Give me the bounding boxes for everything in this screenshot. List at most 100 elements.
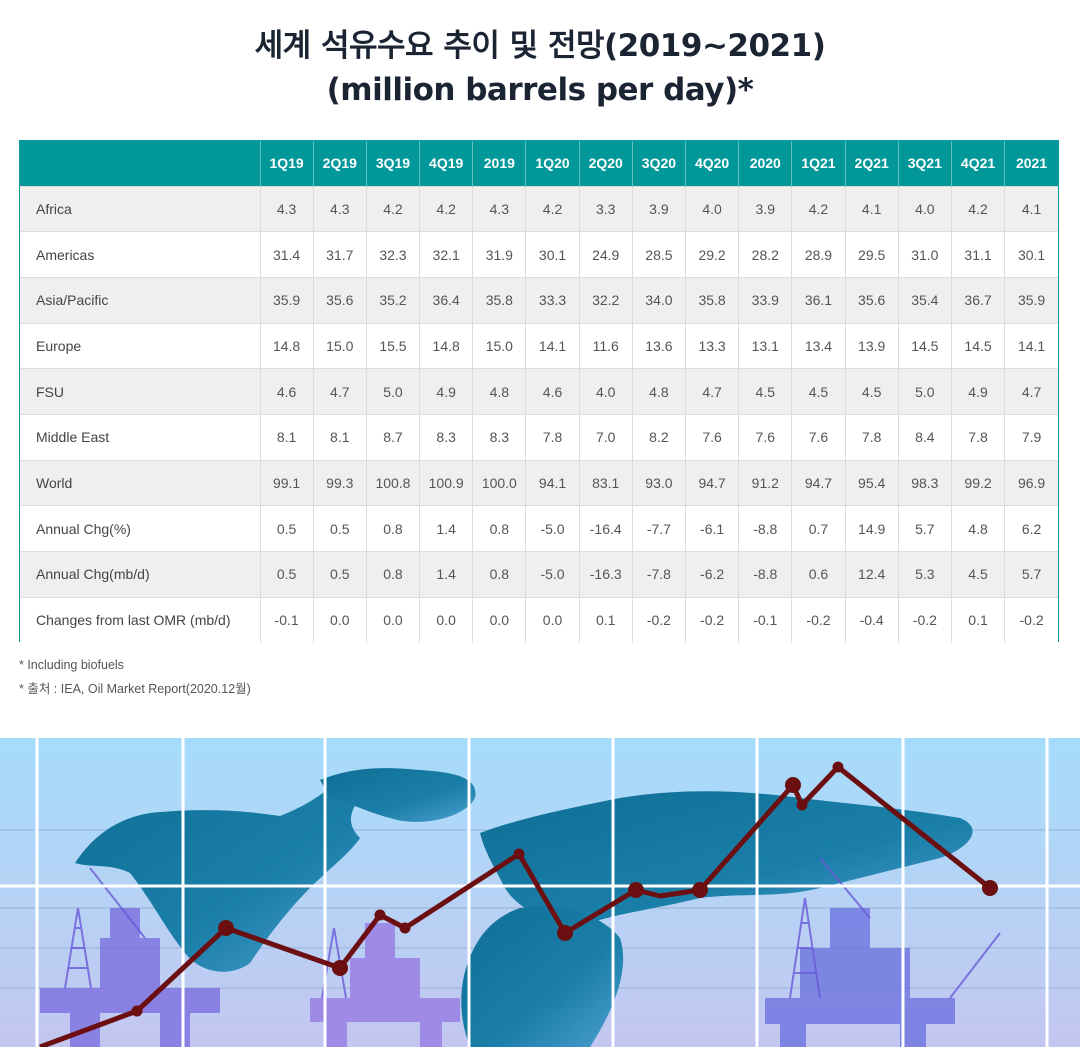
table-cell: 6.2 [1004, 505, 1058, 552]
table-cell: 13.6 [631, 322, 686, 369]
table-cell: -6.2 [684, 551, 739, 598]
table-cell: 93.0 [631, 459, 686, 506]
table-row: Europe 14.8 15.0 15.5 14.8 15.0 14.1 11.6 13.6 13… [20, 322, 1058, 369]
footnote-source: * 출처 : IEA, Oil Market Report(2020.12월) [19, 682, 251, 696]
table-cell: 33.9 [738, 276, 792, 324]
table-cell: 31.7 [312, 231, 367, 278]
column-header-3q19: 3Q19 [365, 141, 420, 186]
table-cell: 14.5 [897, 322, 952, 369]
table-cell: 1.4 [419, 505, 473, 552]
table-cell: 4.2 [950, 185, 1005, 232]
table-cell: -16.3 [578, 551, 633, 598]
table-row: Asia/Pacific 35.9 35.6 35.2 36.4 35.8 33.3 32.2… [20, 276, 1058, 324]
table-cell: 4.9 [950, 368, 1005, 415]
oil-demand-table: 1Q19 2Q19 3Q19 4Q19 2019 1Q20 2Q20 3Q20 4Q20 2020… [19, 140, 1059, 643]
table-cell: 30.1 [525, 231, 580, 278]
table-cell: 99.2 [950, 459, 1005, 506]
column-header-2q20: 2Q20 [578, 141, 633, 186]
row-label: Africa [20, 185, 260, 232]
table-cell: 30.1 [1004, 231, 1058, 278]
table-cell: 0.5 [312, 551, 367, 598]
table-cell: 14.9 [844, 505, 899, 552]
table-cell: 4.6 [525, 368, 580, 415]
table-cell: -0.2 [631, 596, 686, 643]
table-cell: 15.0 [312, 322, 367, 369]
table-cell: 96.9 [1004, 459, 1058, 506]
trend-marker [218, 920, 234, 936]
column-header-2019: 2019 [472, 141, 526, 186]
table-cell: 4.1 [844, 185, 899, 232]
trend-marker [628, 882, 644, 898]
trend-marker [832, 761, 844, 773]
row-label: World [20, 459, 260, 506]
trend-marker [982, 880, 998, 896]
table-cell: 31.0 [897, 231, 952, 278]
table-cell: 100.9 [419, 459, 473, 506]
row-label: Annual Chg(mb/d) [20, 551, 260, 598]
table-cell: 8.4 [897, 413, 952, 461]
table-cell: 4.8 [950, 505, 1005, 552]
trend-marker [513, 848, 525, 860]
trend-marker [399, 922, 411, 934]
table-cell: -5.0 [525, 505, 580, 552]
trend-marker [785, 777, 801, 793]
trend-marker [131, 1005, 143, 1017]
table-cell: 5.7 [897, 505, 952, 552]
table-cell: 31.9 [472, 231, 526, 278]
table-cell: 29.5 [844, 231, 899, 278]
table-cell: 98.3 [897, 459, 952, 506]
table-cell: -0.1 [738, 596, 792, 643]
table-cell: -6.1 [684, 505, 739, 552]
table-cell: 0.5 [259, 551, 314, 598]
table-cell: -0.2 [1004, 596, 1058, 643]
oil-trend-illustration [0, 738, 1080, 1047]
table-cell: 4.7 [684, 368, 739, 415]
column-header-2021: 2021 [1004, 141, 1058, 186]
table-cell: 0.5 [312, 505, 367, 552]
row-label: Middle East [20, 413, 260, 461]
table-row: Annual Chg(mb/d) 0.5 0.5 0.8 1.4 0.8 -5.0 -16.3… [20, 551, 1058, 598]
table-cell: 35.6 [844, 276, 899, 324]
table-cell: 29.2 [684, 231, 739, 278]
table-cell: 94.7 [791, 459, 846, 506]
table-cell: 15.0 [472, 322, 526, 369]
table-cell: 5.0 [365, 368, 420, 415]
table-cell: -5.0 [525, 551, 580, 598]
page-subtitle-units: (million barrels per day)* [326, 72, 754, 108]
column-header-4q19: 4Q19 [419, 141, 473, 186]
table-cell: 36.4 [419, 276, 473, 324]
table-cell: -0.4 [844, 596, 899, 643]
table-cell: 4.8 [472, 368, 526, 415]
table-cell: 12.4 [844, 551, 899, 598]
table-cell: 0.8 [365, 551, 420, 598]
table-cell: -0.1 [259, 596, 314, 643]
table-cell: 83.1 [578, 459, 633, 506]
table-row: Annual Chg(%) 0.5 0.5 0.8 1.4 0.8 -5.0 -16.4 -7.… [20, 505, 1058, 552]
table-cell: 28.2 [738, 231, 792, 278]
table-cell: 36.7 [950, 276, 1005, 324]
table-cell: 35.6 [312, 276, 367, 324]
table-cell: 14.1 [525, 322, 580, 369]
trend-marker [796, 799, 808, 811]
table-cell: 0.8 [472, 551, 526, 598]
table-cell: 4.5 [844, 368, 899, 415]
table-cell: 4.9 [419, 368, 473, 415]
table-cell: 100.0 [472, 459, 526, 506]
table-cell: -7.7 [631, 505, 686, 552]
table-cell: 95.4 [844, 459, 899, 506]
table-cell: 4.1 [1004, 185, 1058, 232]
table-cell: 3.3 [578, 185, 633, 232]
trend-marker [374, 909, 386, 921]
table-cell: -0.2 [684, 596, 739, 643]
table-cell: 4.6 [259, 368, 314, 415]
table-cell: 31.4 [259, 231, 314, 278]
row-label: Europe [20, 322, 260, 369]
table-cell: 0.5 [259, 505, 314, 552]
table-cell: 0.0 [365, 596, 420, 643]
table-cell: 14.1 [1004, 322, 1058, 369]
table-cell: 7.0 [578, 413, 633, 461]
column-header-3q21: 3Q21 [897, 141, 952, 186]
table-cell: 4.3 [259, 185, 314, 232]
table-cell: -0.2 [897, 596, 952, 643]
row-label: Changes from last OMR (mb/d) [20, 596, 260, 643]
